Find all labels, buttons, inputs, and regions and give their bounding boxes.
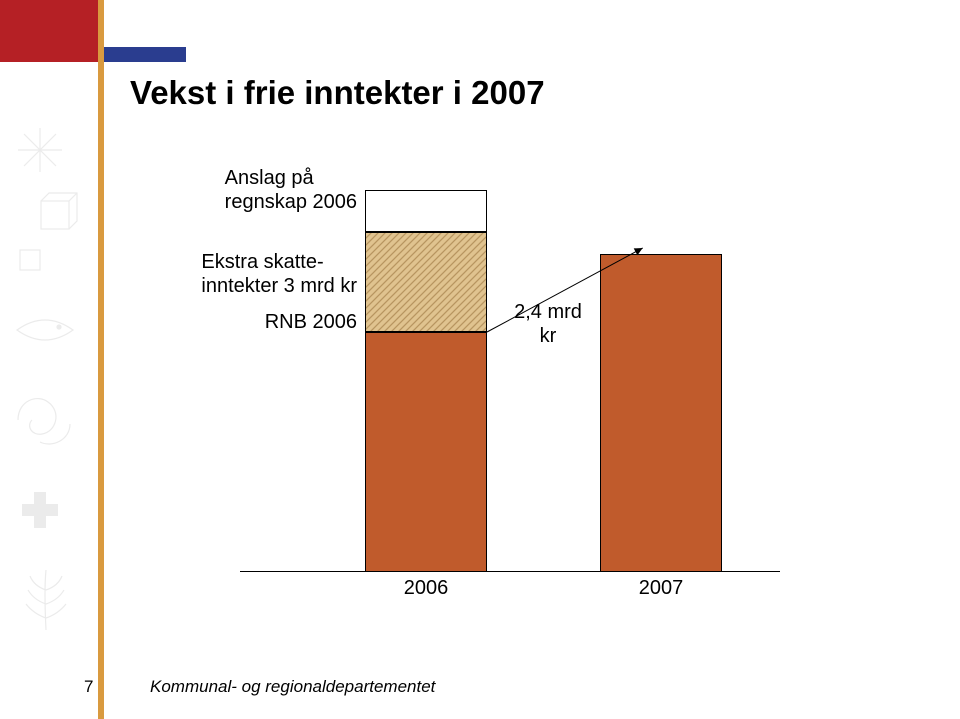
- bar-segment-ekstra: [365, 232, 487, 332]
- bar-y2007: [600, 254, 722, 572]
- slide-title: Vekst i frie inntekter i 2007: [130, 74, 545, 112]
- bar-x-label: 2006: [365, 577, 487, 600]
- blue-decor-bar: [98, 47, 186, 62]
- bar-segment-anslag: [365, 190, 487, 232]
- bar-x-label: 2007: [600, 577, 722, 600]
- bar-side-label: Anslag påregnskap 2006: [225, 166, 357, 214]
- page-number: 7: [84, 677, 93, 697]
- left-vertical-stripe: [98, 0, 104, 719]
- bar-chart: 2006 Anslag påregnskap 2006 Ekstra skatte-…: [180, 160, 820, 600]
- annotation-arrow: [180, 160, 820, 600]
- bar-segment-rnb2007: [600, 254, 722, 572]
- footer-text: Kommunal- og regionaldepartementet: [150, 677, 435, 697]
- bar-side-label: Ekstra skatte-inntekter 3 mrd kr: [201, 250, 357, 298]
- chart-annotation: 2,4 mrdkr: [508, 300, 588, 348]
- bar-side-label: RNB 2006: [265, 310, 357, 334]
- red-decor-block: [0, 0, 98, 62]
- bar-segment-rnb2006: [365, 332, 487, 572]
- bar-y2006: [365, 190, 487, 572]
- left-illustration-strip: [0, 0, 98, 719]
